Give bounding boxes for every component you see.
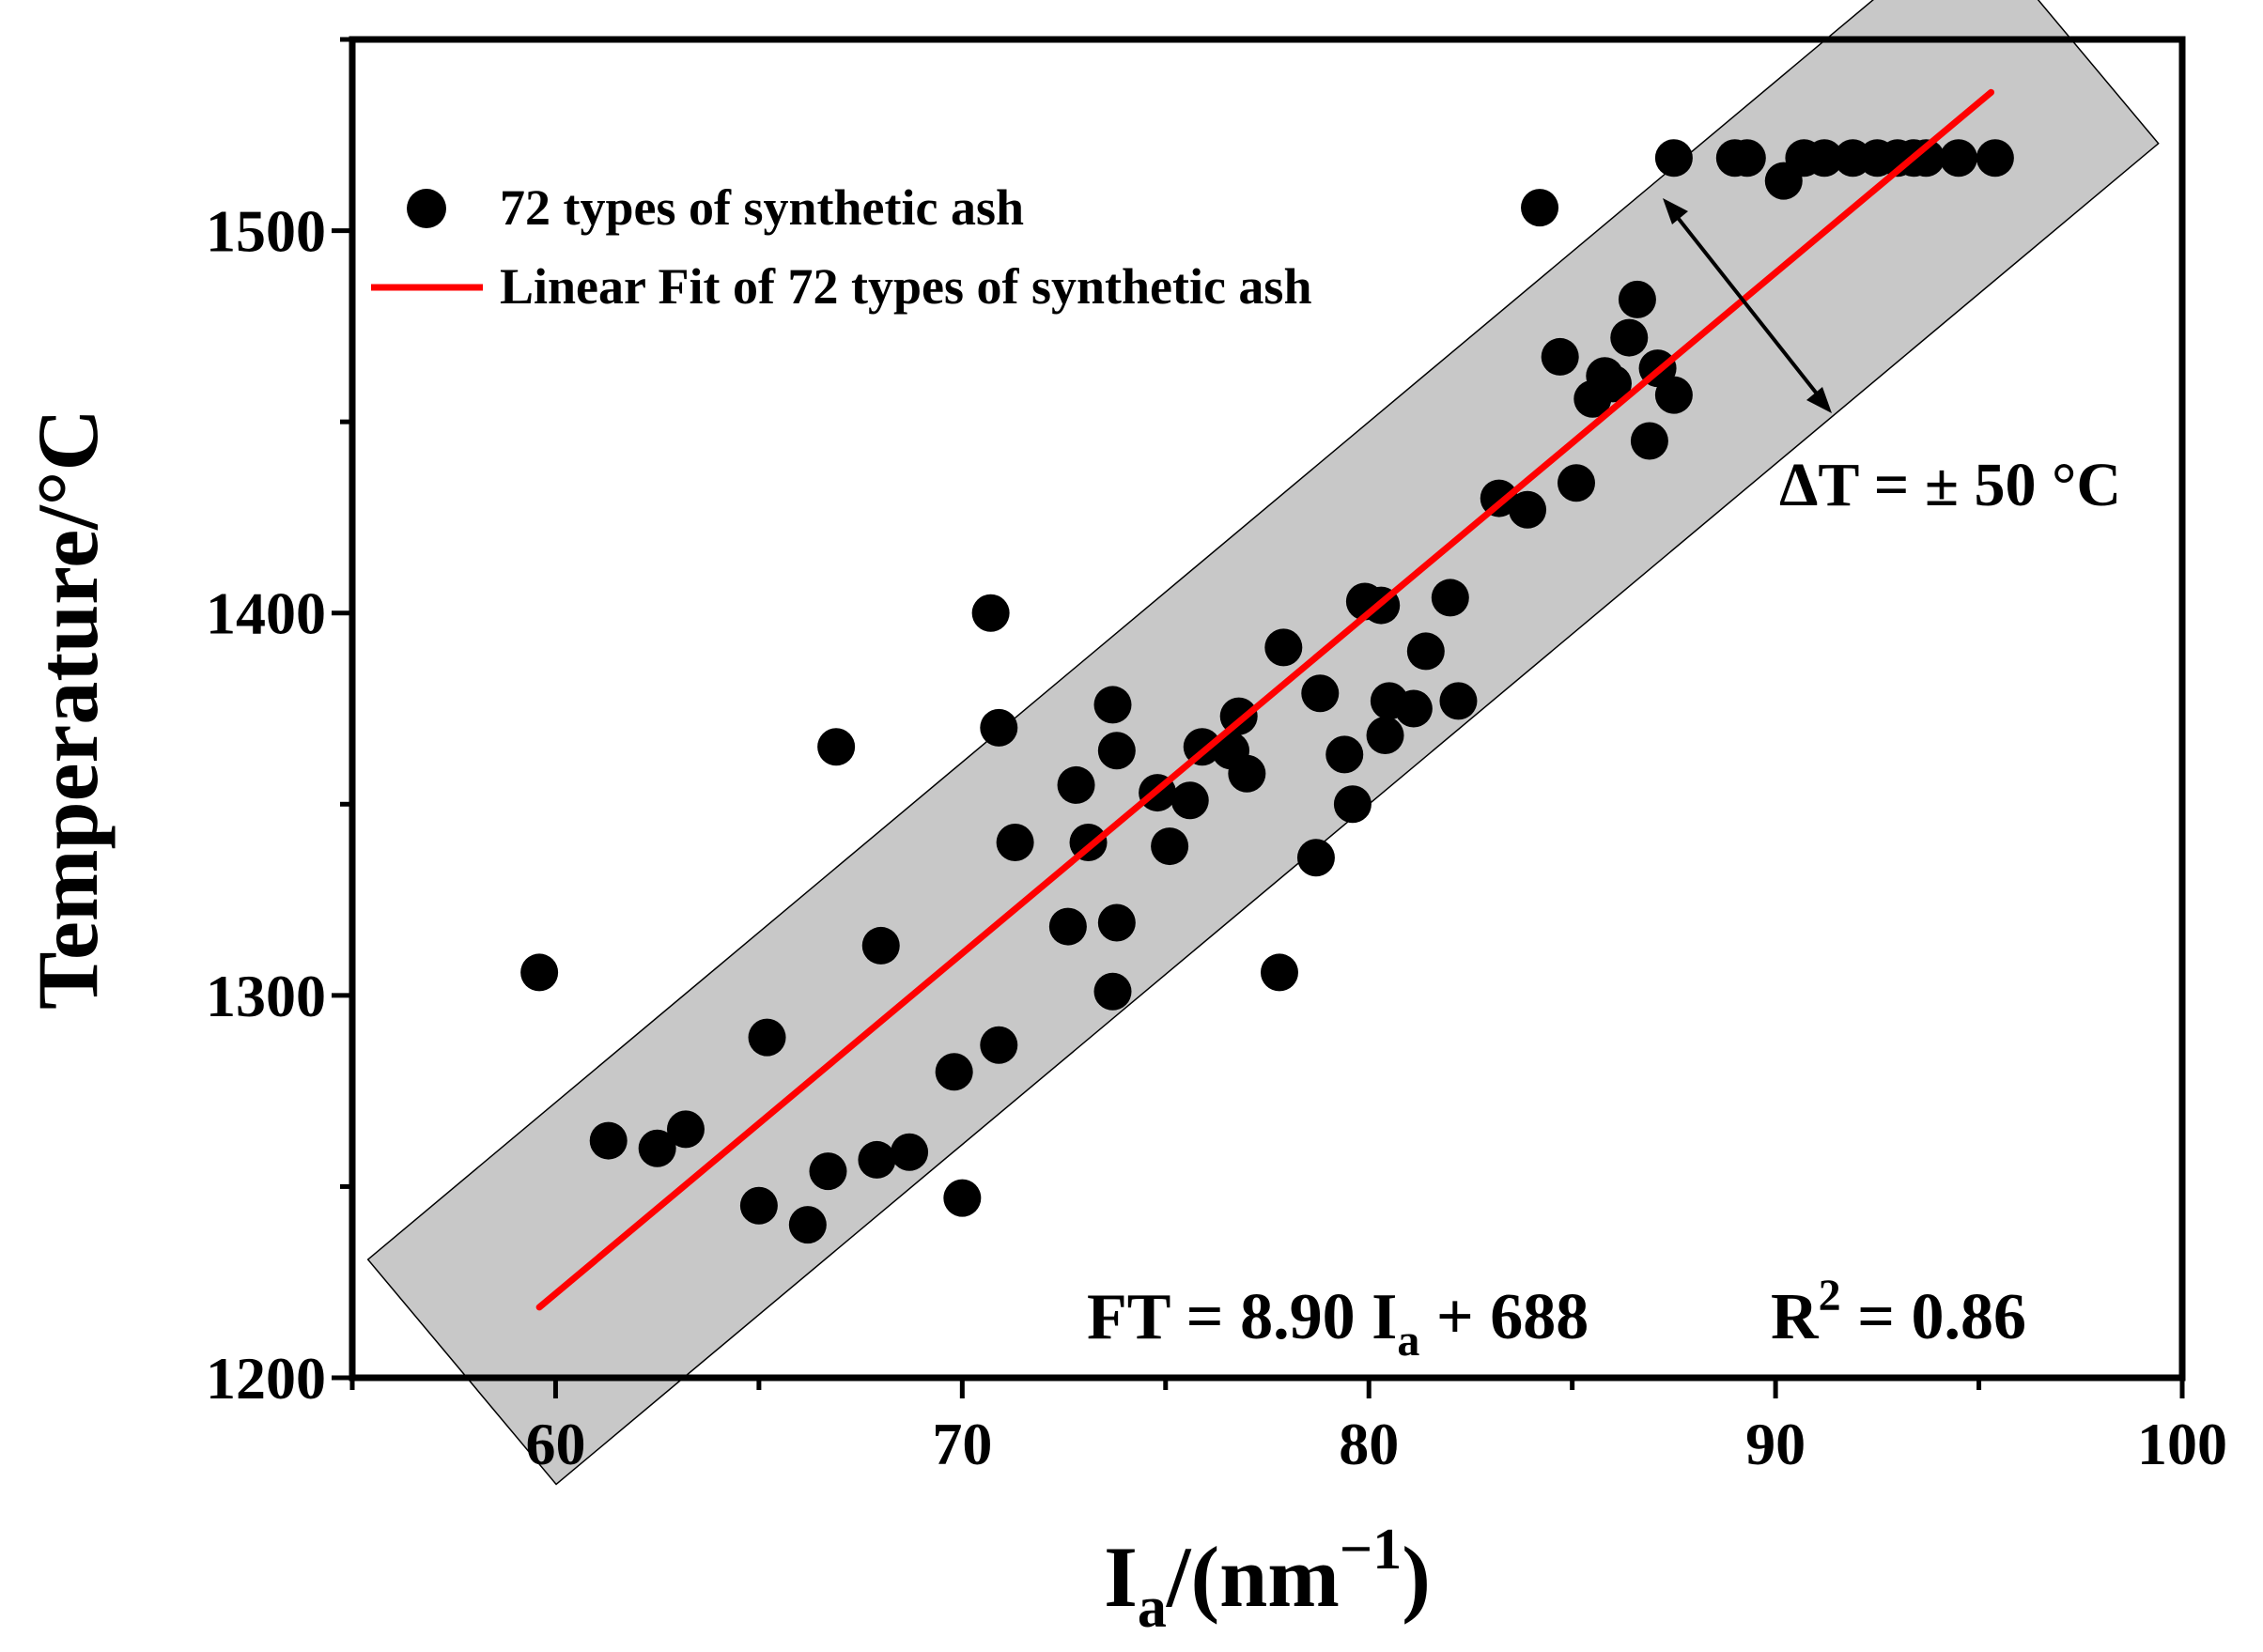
delta-t-arrow (1663, 198, 1832, 413)
y-tick-label: 1500 (206, 198, 326, 265)
data-point (1296, 839, 1335, 877)
data-point (788, 1206, 827, 1244)
data-point (1151, 827, 1189, 866)
data-point (1260, 953, 1298, 992)
data-point (935, 1053, 973, 1091)
data-point (666, 1110, 705, 1149)
data-point (971, 594, 1010, 632)
legend: 72 types of synthetic ash Linear Fit of … (371, 179, 1311, 315)
data-point (1097, 903, 1136, 942)
data-point (1093, 972, 1132, 1011)
r-squared-value: = 0.86 (1841, 1281, 2026, 1353)
data-point (1907, 139, 1945, 178)
data-point (861, 926, 900, 965)
x-tick-label: 60 (525, 1411, 585, 1477)
axes-frame (349, 36, 2186, 1382)
data-point (817, 728, 856, 766)
linear-fit-line (535, 88, 1995, 1311)
x-tick-label: 100 (2137, 1411, 2227, 1477)
fit-equation-lhs: FT = 8.90 I (1087, 1281, 1397, 1353)
data-point (589, 1121, 628, 1160)
delta-t-annotation: ΔT = ± 50 °C (1779, 451, 2121, 519)
data-point (1521, 189, 1559, 227)
data-point (1509, 490, 1547, 529)
data-point (1048, 907, 1087, 946)
data-point (809, 1152, 847, 1191)
data-point (1541, 337, 1579, 376)
x-tick-label: 80 (1339, 1411, 1399, 1477)
data-point (1618, 280, 1656, 318)
data-point (1630, 422, 1668, 460)
x-tick-label: 90 (1745, 1411, 1806, 1477)
data-point (1093, 686, 1132, 724)
data-point (1264, 628, 1303, 667)
data-point (1325, 735, 1364, 774)
data-point (1431, 579, 1469, 617)
fit-equation-sub: a (1397, 1316, 1419, 1366)
x-axis-ticks (349, 1378, 2185, 1398)
data-point (1097, 732, 1136, 770)
data-point (891, 1133, 929, 1171)
data-point (1557, 464, 1595, 502)
y-tick-label: 1400 (206, 580, 326, 647)
data-point (638, 1129, 676, 1167)
data-point (1593, 364, 1632, 403)
r-squared-label: R (1771, 1281, 1820, 1353)
data-point (1654, 376, 1693, 414)
r-squared: R2 = 0.86 (1771, 1271, 2026, 1353)
data-point (1976, 139, 2014, 178)
y-axis-tick-labels: 1200 1300 1400 1500 (206, 198, 326, 1412)
data-point (1301, 674, 1340, 713)
fit-equation-rhs: + 688 (1419, 1281, 1589, 1353)
data-point (520, 953, 559, 992)
data-point (1610, 318, 1649, 357)
data-point (739, 1186, 778, 1225)
data-point (1728, 139, 1766, 178)
x-axis-label-sub: a (1138, 1576, 1167, 1640)
data-point (748, 1018, 786, 1057)
x-axis-label-close: ) (1402, 1529, 1431, 1625)
legend-label-line: Linear Fit of 72 types of synthetic ash (500, 258, 1311, 315)
x-axis-label: Ia/(nm−1) (1104, 1518, 1431, 1640)
legend-label-scatter: 72 types of synthetic ash (500, 179, 1024, 236)
data-point (1939, 139, 1977, 178)
legend-marker-scatter (407, 189, 446, 228)
x-axis-label-main: I (1104, 1529, 1138, 1625)
data-point (980, 708, 1018, 747)
confidence-band (366, 0, 2160, 1486)
data-point (1228, 754, 1266, 793)
data-point (1806, 139, 1844, 178)
data-point (1394, 689, 1433, 728)
x-axis-label-sup: −1 (1340, 1518, 1402, 1582)
data-point (1439, 682, 1478, 720)
x-axis-label-rest: /(nm (1166, 1529, 1340, 1625)
data-point (1406, 632, 1445, 671)
fit-equation: FT = 8.90 Ia + 688 (1087, 1281, 1589, 1366)
data-point (1057, 765, 1095, 804)
data-point (1170, 781, 1209, 820)
data-point (1654, 139, 1693, 178)
y-tick-label: 1200 (206, 1345, 326, 1412)
data-point (1366, 717, 1404, 754)
data-point (980, 1026, 1018, 1064)
data-point (943, 1179, 982, 1217)
data-point (996, 824, 1034, 861)
y-tick-label: 1300 (206, 963, 326, 1029)
x-tick-label: 70 (932, 1411, 992, 1477)
data-point (858, 1140, 896, 1179)
y-axis-ticks (332, 37, 352, 1381)
data-point (1333, 785, 1372, 824)
y-axis-label: Temperature/°C (20, 409, 116, 1010)
x-axis-tick-labels: 60 70 80 90 100 (525, 1411, 2227, 1477)
r-squared-sup: 2 (1819, 1271, 1841, 1320)
